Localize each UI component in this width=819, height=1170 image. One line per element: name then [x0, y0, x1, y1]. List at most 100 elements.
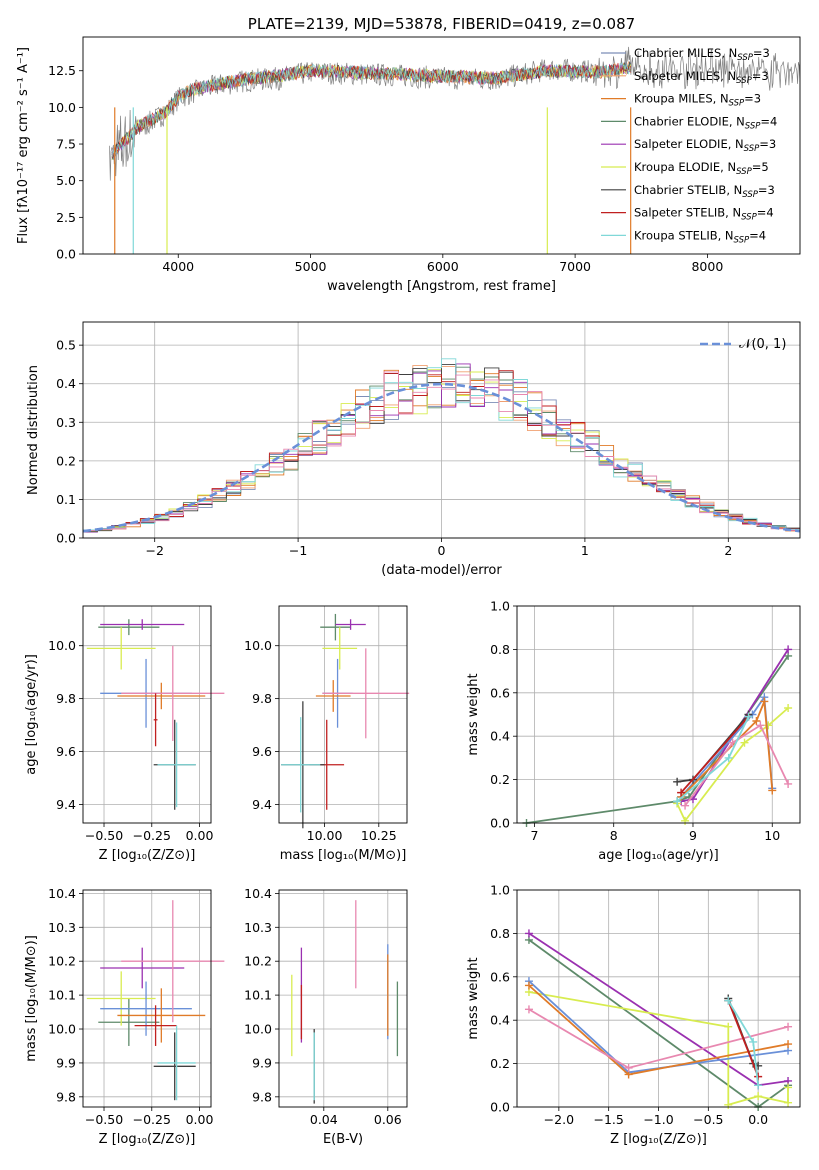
x-tick-label: 6000 [427, 259, 459, 274]
y-tick-label: 10.0 [244, 1022, 272, 1037]
y-tick-label: 10.1 [244, 988, 272, 1003]
legend-entry: Kroupa STELIB, NSSP=4 [634, 228, 766, 245]
legend-entry-subscript: SSP [736, 167, 752, 177]
y-axis-label: Normed distribution [26, 365, 41, 495]
axes-frame [516, 889, 801, 1108]
legend-entry: Chabrier STELIB, NSSP=3 [634, 183, 775, 200]
x-axis-label: E(B-V) [323, 1132, 363, 1147]
model-spectrum-line [111, 62, 632, 158]
chart-age-vs-mass: 10.00 10.25 9.4 9.6 9.8 10.0 mass [log₁₀(M/M⊙)… [244, 605, 410, 863]
y-tick-label: 9.8 [252, 691, 272, 706]
legend-entry-count: =3 [753, 46, 770, 60]
normal-distribution-curve [83, 382, 800, 533]
legend-entry-name: Kroupa ELODIE, N [634, 160, 736, 174]
y-tick-label: 0.8 [490, 926, 510, 941]
chart-mass-vs-z: −0.50 −0.25 0.00 9.8 9.9 10.0 10.1 10.2 10.3 10.4… [24, 886, 225, 1147]
chart-mass-weight-vs-z: −2.0 −1.5 −1.0 −0.5 0.0 0.0 0.2 0.4 0.6 0.8 1.0 Z [… [466, 883, 801, 1147]
data-point-marker [768, 786, 777, 795]
chart-mass-vs-ebv: 0.04 0.06 9.8 9.9 10.0 10.1 10.2 10.3 10.4 E(B-V) [244, 886, 408, 1147]
legend-entry: Salpeter ELODIE, NSSP=3 [634, 137, 776, 154]
y-tick-label: 0.3 [56, 415, 76, 430]
y-tick-label: 0.0 [490, 816, 510, 831]
chart-title: PLATE=2139, MJD=53878, FIBERID=0419, z=0… [248, 15, 635, 33]
y-tick-label: 0.6 [490, 685, 510, 700]
data-point-marker [681, 801, 690, 810]
legend-entry: Chabrier MILES, NSSP=3 [634, 46, 770, 63]
y-tick-label: 0.0 [490, 1100, 510, 1115]
residual-histogram [83, 371, 800, 538]
data-point-marker [754, 1092, 763, 1101]
legend-entry-name: Salpeter MILES, N [634, 69, 736, 83]
legend-entry-count: =4 [757, 206, 774, 220]
data-point-marker [784, 1040, 793, 1049]
y-tick-label: 10.2 [244, 954, 272, 969]
x-tick-label: 10 [764, 828, 780, 843]
y-tick-label: 0.2 [490, 1056, 510, 1071]
spectrum-lines [109, 46, 800, 254]
legend-entry-name: Salpeter ELODIE, N [634, 137, 744, 151]
data-point-marker [756, 721, 765, 730]
data-point-marker [760, 697, 769, 706]
axes-frame [82, 889, 212, 1108]
legend-entry-subscript: SSP [744, 144, 760, 154]
y-axis-label: age [log₁₀(age/yr)] [24, 654, 39, 775]
x-axis-label: (data-model)/error [381, 563, 502, 578]
x-axis-label: age [log₁₀(age/yr)] [598, 848, 719, 863]
y-axis-label: mass weight [466, 673, 481, 755]
y-tick-label: 0.2 [56, 453, 76, 468]
data-point-marker [724, 996, 733, 1005]
x-tick-label: −0.50 [85, 828, 123, 843]
y-tick-label: 10.3 [48, 920, 76, 935]
x-tick-label: −1 [289, 543, 307, 558]
legend-entry-subscript: SSP [734, 235, 750, 245]
y-tick-label: 2.5 [56, 210, 76, 225]
x-tick-label: 9 [689, 828, 697, 843]
data-point-marker [524, 929, 533, 938]
x-tick-label: 5000 [295, 259, 327, 274]
x-tick-label: 0.04 [310, 1112, 338, 1127]
data-point-marker [681, 816, 690, 825]
data-point-marker [784, 1022, 793, 1031]
y-tick-label: 9.8 [56, 691, 76, 706]
data-point-marker [754, 1081, 763, 1090]
y-tick-label: 5.0 [56, 173, 76, 188]
x-tick-label: −0.5 [693, 1112, 723, 1127]
legend-entry-subscript: SSP [741, 213, 757, 223]
axes-frame [82, 36, 801, 255]
y-tick-label: 0.0 [56, 531, 76, 546]
x-tick-label: 1 [581, 543, 589, 558]
data-point-marker [749, 1037, 758, 1046]
mass-weight-series-line [680, 701, 774, 798]
legend-entry-name: Chabrier ELODIE, N [634, 114, 745, 128]
x-tick-label: 7000 [559, 259, 591, 274]
data-point-marker [784, 645, 793, 654]
data-point-marker [752, 717, 761, 726]
x-axis-label: wavelength [Angstrom, rest frame] [327, 279, 556, 294]
axes-frame [278, 605, 408, 824]
y-tick-label: 0.1 [56, 492, 76, 507]
legend-entry: Kroupa MILES, NSSP=3 [634, 92, 761, 109]
x-tick-label: 8 [610, 828, 618, 843]
legend-entry-subscript: SSP [742, 190, 758, 200]
y-tick-label: 0.5 [56, 338, 76, 353]
x-tick-label: 0.00 [186, 828, 214, 843]
legend-entry: Salpeter MILES, NSSP=3 [634, 69, 769, 86]
legend-entry-count: =3 [759, 137, 776, 151]
data-point-marker [677, 788, 686, 797]
y-tick-label: 9.4 [252, 797, 272, 812]
x-tick-label: 0 [438, 543, 446, 558]
x-axis-label: Z [log₁₀(Z/Z⊙)] [99, 1132, 196, 1147]
x-tick-label: −0.50 [85, 1112, 123, 1127]
y-tick-label: 10.0 [48, 100, 76, 115]
legend-entry-subscript: SSP [737, 53, 753, 63]
legend-entry-subscript: SSP [745, 121, 761, 131]
data-point-marker [784, 703, 793, 712]
axes-frame [278, 889, 408, 1108]
x-tick-label: 0.00 [186, 1112, 214, 1127]
y-tick-label: 10.0 [244, 638, 272, 653]
chart-residuals: −2 −1 0 1 2 0.0 0.1 0.2 0.3 0.4 0.5 (data-model)/er… [26, 321, 801, 578]
mass-weight-series-line [727, 1000, 759, 1077]
x-axis-label: Z [log₁₀(Z/Z⊙)] [99, 848, 196, 863]
x-axis-label: Z [log₁₀(Z/Z⊙)] [610, 1132, 707, 1147]
